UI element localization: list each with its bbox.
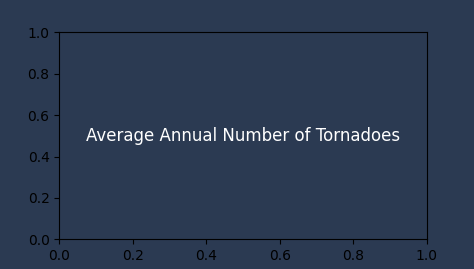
Text: Average Annual Number of Tornadoes: Average Annual Number of Tornadoes [86,127,400,145]
